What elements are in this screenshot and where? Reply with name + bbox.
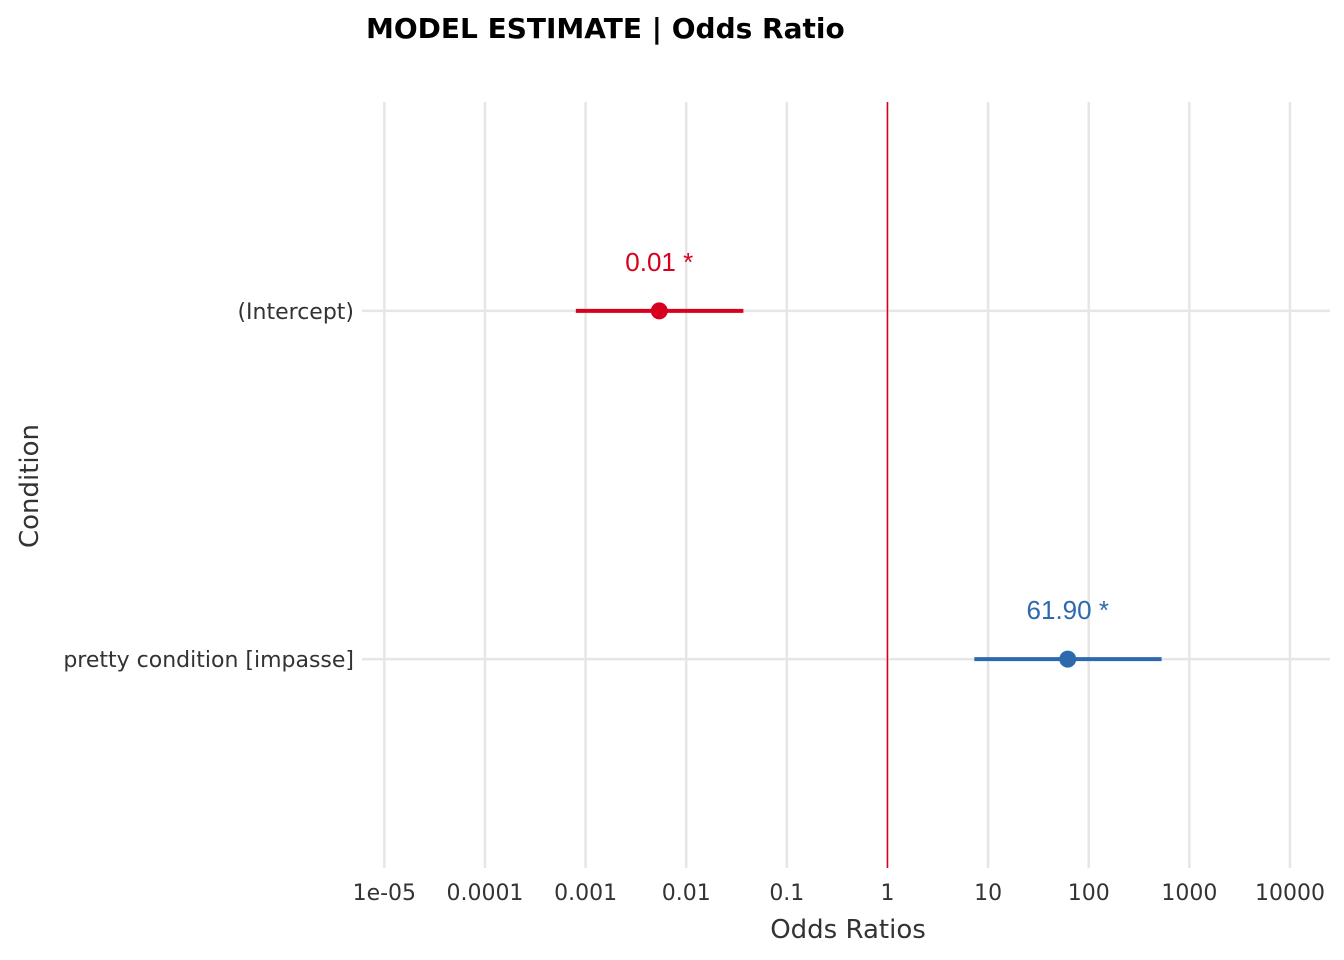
estimate-point	[650, 302, 668, 320]
x-tick-label: 0.0001	[446, 881, 523, 906]
y-tick-labels: (Intercept) pretty condition [impasse]	[63, 300, 354, 673]
x-tick-label: 0.01	[662, 881, 711, 906]
estimate-label: 0.01 *	[625, 247, 693, 277]
y-axis-label: Condition	[15, 424, 45, 548]
x-tick-label: 10	[974, 881, 1002, 906]
x-tick-label: 10000	[1255, 881, 1325, 906]
x-tick-label: 100	[1068, 881, 1110, 906]
x-axis-label: Odds Ratios	[770, 915, 926, 945]
x-tick-label: 0.1	[769, 881, 804, 906]
y-tick-label: (Intercept)	[237, 300, 354, 325]
x-tick-label: 0.001	[554, 881, 617, 906]
y-gridlines	[362, 309, 1330, 661]
x-tick-label: 1e-05	[353, 881, 416, 906]
x-tick-label: 1	[880, 881, 894, 906]
x-tick-label: 1000	[1161, 881, 1217, 906]
y-tick-label: pretty condition [impasse]	[63, 648, 354, 673]
chart-title: MODEL ESTIMATE | Odds Ratio	[366, 12, 845, 45]
estimate-label: 61.90 *	[1027, 595, 1109, 625]
x-gridlines	[383, 102, 1292, 868]
estimate-marks: 0.01 * 61.90 *	[575, 247, 1162, 668]
estimate-point	[1059, 650, 1077, 668]
x-tick-labels: 1e-05 0.0001 0.001 0.01 0.1 1 10 100 1000 10000	[353, 881, 1325, 906]
